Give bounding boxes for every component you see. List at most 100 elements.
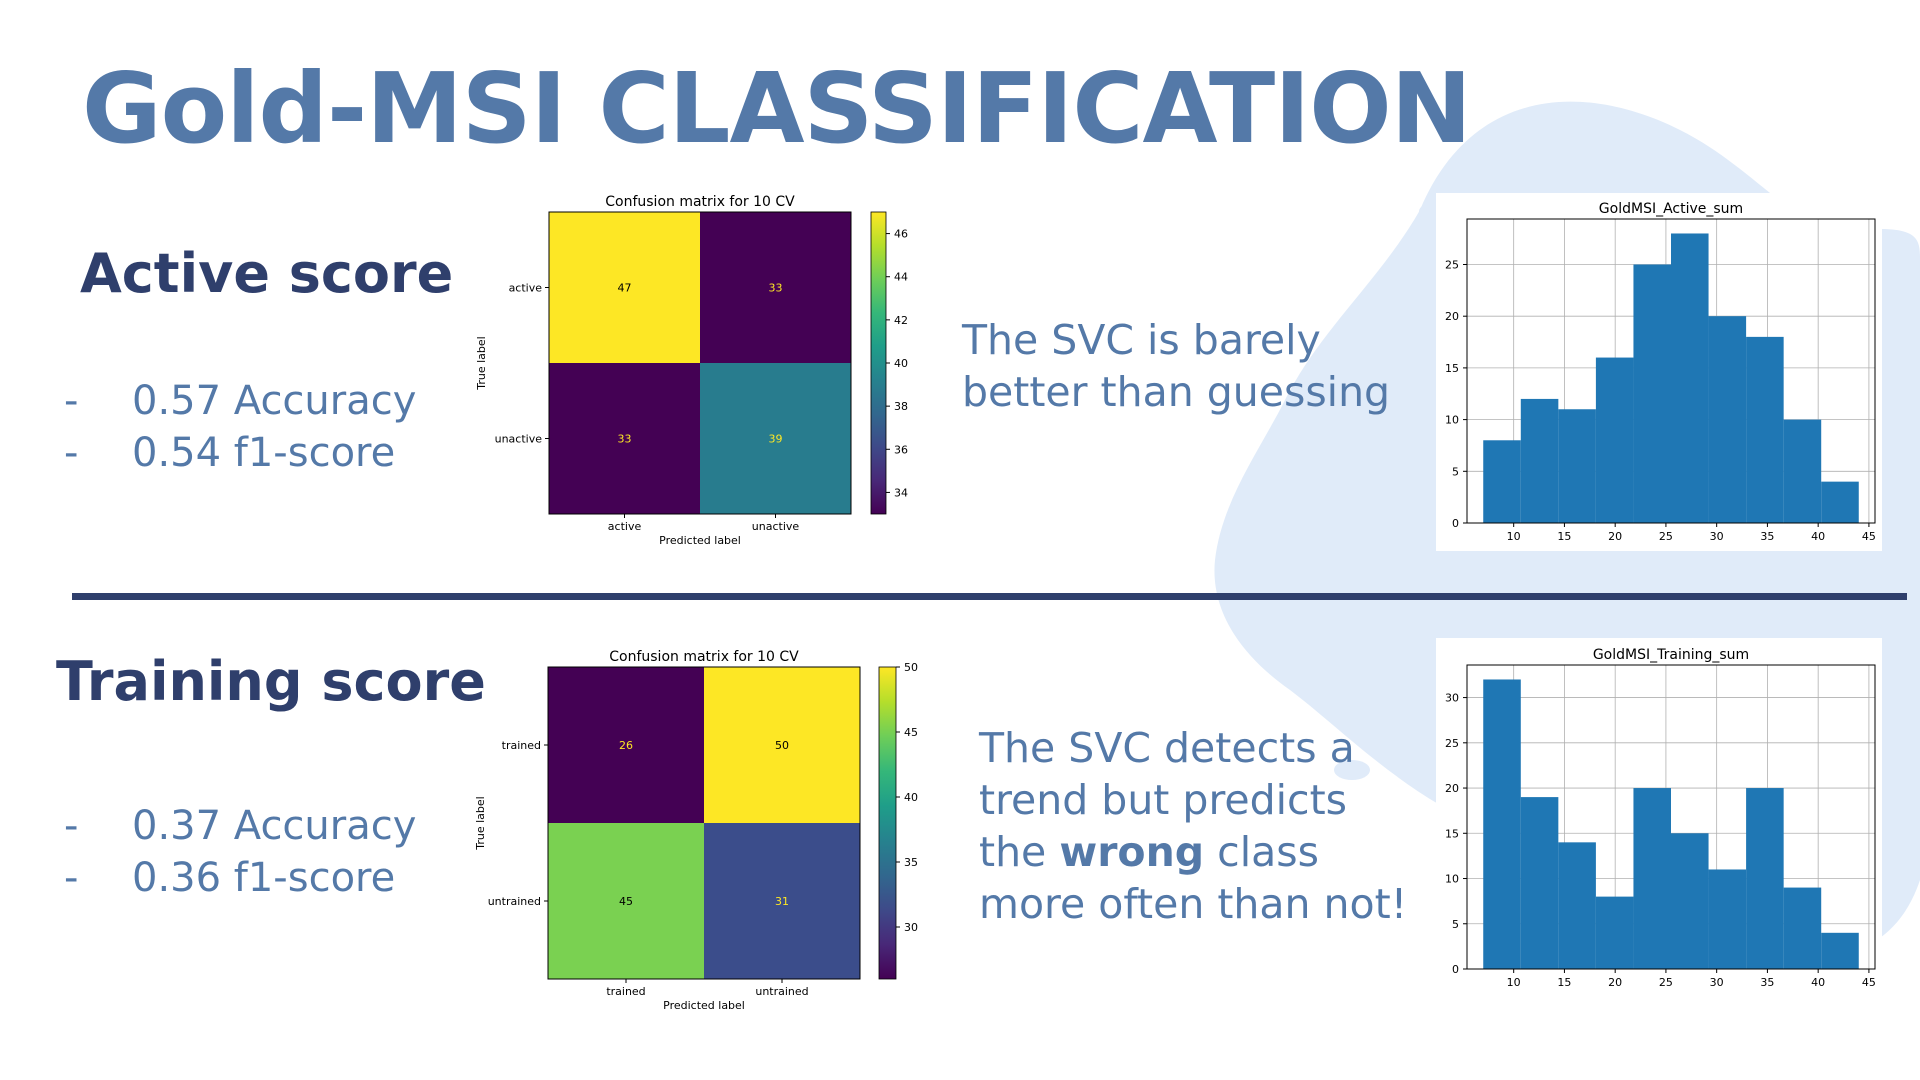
section-divider [72, 593, 1907, 600]
matrix-cell [704, 667, 860, 823]
x-tick-label: 35 [1760, 530, 1774, 543]
histogram-bar [1595, 357, 1634, 523]
active-confusion-matrix: Confusion matrix for 10 CV 47 33 33 39 active… [475, 194, 908, 547]
cell-value-label: 47 [618, 282, 632, 295]
x-tick-label: trained [606, 985, 645, 998]
matrix-cell [700, 212, 851, 363]
y-tick-label: untrained [488, 895, 541, 908]
training-accuracy-item: - 0.37 Accuracy [64, 803, 464, 855]
active-score-heading: Active score [80, 242, 454, 305]
training-note-line: The SVC detects a [979, 724, 1355, 772]
x-tick-label: 35 [1760, 976, 1774, 989]
bullet-dash: - [64, 430, 79, 476]
y-axis-label: True label [475, 336, 488, 390]
cell-value-label: 45 [619, 895, 633, 908]
slide-title: Gold-MSI CLASSIFICATION [82, 52, 1472, 165]
y-tick-label: 10 [1445, 873, 1459, 886]
active-metrics-list: - 0.57 Accuracy - 0.54 f1-score [64, 378, 464, 482]
colorbar [870, 211, 887, 515]
y-tick-label: 20 [1445, 310, 1459, 323]
plot-frame [1466, 664, 1876, 970]
matrix-frame [547, 666, 861, 980]
histogram-bar [1671, 233, 1709, 523]
histogram-bar [1821, 481, 1859, 523]
histogram-bar [1633, 264, 1671, 523]
y-tick-label: 25 [1445, 737, 1459, 750]
cell-value-label: 26 [619, 739, 633, 752]
colorbar-tick-label: 50 [904, 661, 918, 674]
matrix-cell [548, 823, 704, 979]
colorbar [878, 666, 897, 980]
histogram-bar [1746, 336, 1784, 523]
y-tick-label: active [509, 282, 543, 295]
histogram-bar [1783, 419, 1822, 523]
training-note-line: more often than not! [979, 880, 1408, 928]
y-tick-label: 0 [1452, 963, 1459, 976]
histogram-bar [1671, 833, 1709, 969]
active-f1-text: 0.54 f1-score [132, 430, 396, 476]
chart-title: GoldMSI_Training_sum [1593, 647, 1749, 663]
matrix-cell [549, 363, 700, 514]
active-note-line: The SVC is barely [962, 316, 1321, 364]
x-tick-label: 30 [1710, 530, 1724, 543]
x-tick-label: 40 [1811, 976, 1825, 989]
colorbar-tick-label: 45 [904, 726, 918, 739]
x-tick-label: 15 [1557, 976, 1571, 989]
bullet-dash: - [64, 378, 79, 424]
histogram-bar [1708, 316, 1747, 523]
matrix-frame [548, 211, 852, 515]
colorbar-tick-label: 34 [894, 486, 908, 499]
training-note-line: the wrong class [979, 826, 1419, 878]
active-note: The SVC is barely better than guessing [962, 314, 1402, 418]
histogram-bar [1483, 679, 1521, 969]
matrix-cell [549, 212, 700, 363]
histogram-bar [1483, 440, 1521, 523]
matrix-cell [548, 667, 704, 823]
training-f1-item: - 0.36 f1-score [64, 855, 464, 907]
y-tick-label: trained [502, 739, 541, 752]
active-histogram: GoldMSI_Active_sum 10 15 20 25 30 35 40 45 0 5 10 15… [1436, 193, 1882, 551]
y-tick-label: 5 [1452, 918, 1459, 931]
x-axis-label: Predicted label [659, 534, 741, 547]
x-tick-label: 15 [1557, 530, 1571, 543]
active-accuracy-text: 0.57 Accuracy [132, 378, 417, 424]
training-accuracy-text: 0.37 Accuracy [132, 803, 417, 849]
histogram-bar [1633, 788, 1671, 969]
x-tick-label: 40 [1811, 530, 1825, 543]
cell-value-label: 39 [769, 433, 783, 446]
y-tick-label: 30 [1445, 692, 1459, 705]
active-f1-item: - 0.54 f1-score [64, 430, 464, 482]
cell-value-label: 31 [775, 895, 789, 908]
histogram-bar [1595, 896, 1634, 969]
histogram-bar [1783, 887, 1822, 969]
histogram-bar [1520, 398, 1559, 523]
cell-value-label: 50 [775, 739, 789, 752]
x-tick-label: unactive [752, 520, 800, 533]
colorbar-tick-label: 35 [904, 856, 918, 869]
colorbar-tick-label: 36 [894, 443, 908, 456]
y-tick-label: 5 [1452, 465, 1459, 478]
x-tick-label: 20 [1608, 976, 1622, 989]
plot-frame [1466, 218, 1876, 524]
x-axis-label: Predicted label [663, 999, 745, 1012]
chart-title: GoldMSI_Active_sum [1599, 201, 1743, 217]
training-metrics-list: - 0.37 Accuracy - 0.36 f1-score [64, 803, 464, 907]
colorbar-tick-label: 38 [894, 400, 908, 413]
note-emphasis: wrong [1059, 828, 1205, 876]
training-score-heading: Training score [56, 650, 486, 713]
note-text: class [1204, 828, 1319, 876]
colorbar-tick-label: 30 [904, 921, 918, 934]
histogram-bar [1558, 842, 1596, 969]
colorbar-tick-label: 46 [894, 228, 908, 241]
y-tick-label: 15 [1445, 362, 1459, 375]
cell-value-label: 33 [618, 433, 632, 446]
x-tick-label: 20 [1608, 530, 1622, 543]
y-tick-label: unactive [495, 433, 543, 446]
colorbar-tick-label: 40 [894, 357, 908, 370]
training-confusion-matrix: Confusion matrix for 10 CV 26 50 45 31 traine… [474, 649, 918, 1012]
colorbar-tick-label: 40 [904, 791, 918, 804]
training-note-line: trend but predicts [979, 776, 1348, 824]
x-tick-label: untrained [755, 985, 808, 998]
histogram-bar [1520, 797, 1559, 969]
x-tick-label: 25 [1659, 530, 1673, 543]
